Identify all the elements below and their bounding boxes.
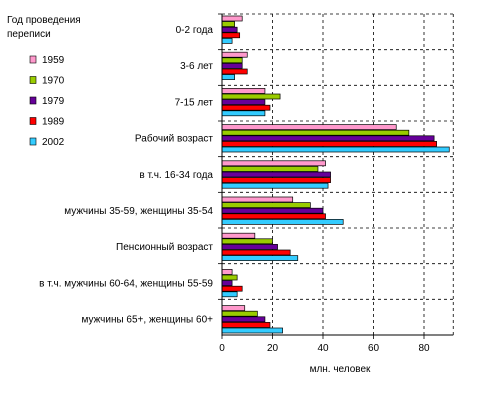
category-label: 7-15 лет (175, 97, 214, 108)
legend-label: 1979 (42, 96, 65, 107)
bar (221, 160, 326, 167)
legend-swatch (29, 96, 37, 105)
bar (221, 249, 291, 256)
category-label: в т.ч. 16-34 года (139, 170, 213, 181)
bar (221, 207, 324, 214)
category-label: 0-2 года (176, 25, 214, 36)
x-tick-label: 40 (317, 343, 329, 354)
bar (221, 238, 273, 245)
bar (221, 146, 450, 153)
bar (221, 182, 329, 189)
bar (221, 269, 233, 275)
bar (221, 322, 271, 328)
bar (221, 63, 243, 69)
legend-swatch (29, 55, 37, 64)
bar (221, 110, 266, 117)
legend: 1959 1970 1979 1989 2002 (29, 55, 65, 148)
bar (221, 280, 233, 286)
category-label: мужчины 65+, женщины 60+ (81, 315, 213, 326)
bar (221, 274, 238, 281)
bars (221, 15, 450, 334)
bar (221, 38, 233, 44)
x-ticks: 0 20 40 60 80 (219, 335, 430, 354)
x-tick-label: 60 (368, 343, 380, 354)
bar (221, 57, 243, 64)
legend-title: Год проведения переписи (7, 15, 81, 40)
legend-swatch (29, 76, 37, 84)
bar (221, 166, 319, 172)
category-label: мужчины 35-59, женщины 35-54 (64, 206, 213, 217)
category-label: 3-6 лет (180, 61, 213, 72)
bar (221, 255, 299, 261)
bar (221, 88, 266, 94)
bar (221, 26, 238, 33)
bar (221, 124, 397, 130)
bar (221, 93, 281, 100)
category-label: в т.ч. мужчины 60-64, женщины 55-59 (39, 278, 213, 289)
x-tick-label: 20 (267, 343, 279, 354)
bar (221, 316, 266, 323)
bar (221, 15, 243, 22)
bar (221, 196, 294, 203)
bar (221, 21, 235, 27)
x-axis-label: млн. человек (310, 364, 371, 375)
legend-label: 1970 (42, 76, 65, 87)
bar (221, 202, 311, 208)
bar (221, 135, 435, 142)
bar (221, 244, 278, 250)
bar (221, 291, 238, 298)
category-label: Пенсионный возраст (116, 242, 213, 253)
category-labels: 0-2 года 3-6 лет 7-15 лет Рабочий возраст в … (39, 25, 213, 326)
bar (221, 68, 248, 75)
axes (218, 13, 454, 336)
bar (221, 219, 344, 225)
bar (221, 327, 283, 334)
legend-label: 2002 (42, 137, 65, 148)
bar (221, 129, 410, 136)
bar (221, 74, 235, 80)
bar (221, 51, 248, 58)
legend-swatch (29, 117, 37, 125)
bar (221, 310, 258, 317)
bar (221, 32, 241, 39)
legend-swatch (29, 137, 37, 146)
category-label: Рабочий возраст (135, 133, 213, 145)
bar (221, 141, 437, 147)
legend-label: 1989 (42, 117, 65, 128)
bar (221, 213, 326, 220)
bar (221, 104, 271, 111)
x-tick-label: 80 (418, 343, 430, 354)
legend-label: 1959 (42, 55, 65, 66)
bar (221, 99, 266, 105)
bar (221, 177, 331, 183)
bar (221, 232, 256, 239)
bar (221, 171, 331, 178)
bar (221, 305, 246, 311)
x-tick-label: 0 (219, 343, 225, 354)
bar (221, 285, 243, 292)
